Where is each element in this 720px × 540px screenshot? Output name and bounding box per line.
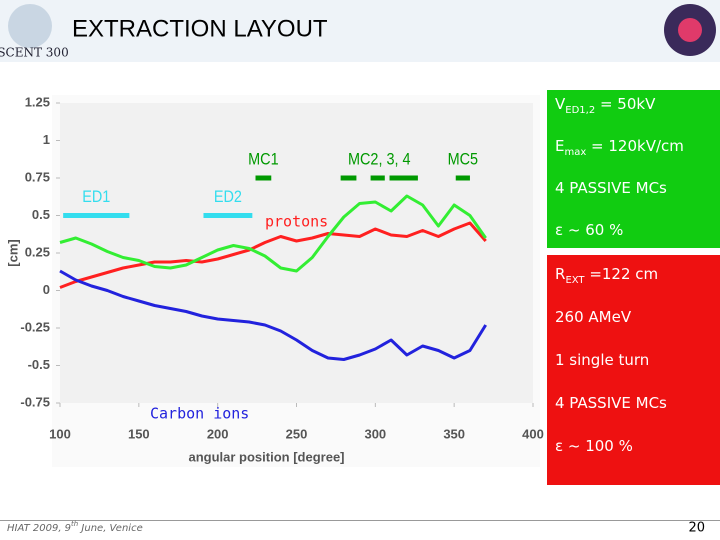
series-line <box>59 221 487 289</box>
y-tick-label: 0.75 <box>25 169 50 184</box>
footer-note-sup: th <box>71 520 78 528</box>
box-line-main: 4 PASSIVE MCs <box>555 394 667 412</box>
plot-area <box>60 103 533 403</box>
header-band <box>0 0 720 62</box>
box-line-main: 1 single turn <box>555 351 649 369</box>
box-line-main: V <box>555 95 566 113</box>
x-tick-label: 350 <box>443 426 465 441</box>
x-tick-label: 150 <box>128 426 150 441</box>
box-line: REXT =122 cm <box>555 265 658 286</box>
element-label: ED1 <box>82 188 110 206</box>
box-line: Emax = 120kV/cm <box>555 137 684 158</box>
series-line <box>59 194 487 273</box>
series-line <box>59 269 487 361</box>
x-tick-label: 400 <box>522 426 544 441</box>
logo-text: SCENT 300 <box>0 46 69 60</box>
info-box-1 <box>547 90 720 248</box>
element-bar <box>63 213 130 218</box>
slide-title: EXTRACTION LAYOUT <box>72 15 328 42</box>
footer-note: HIAT 2009, 9th June, Venice <box>7 520 143 534</box>
x-tick-label: 250 <box>286 426 308 441</box>
box-line: ε ~ 60 % <box>555 221 623 239</box>
box-line-rest: =122 cm <box>585 265 659 283</box>
box-line: ε ~ 100 % <box>555 437 633 455</box>
element-bar <box>255 175 272 181</box>
box-line-main: ε ~ 100 % <box>555 437 633 455</box>
y-tick-label: 1.25 <box>25 94 50 109</box>
footer-note-main: HIAT 2009, 9 <box>7 523 71 534</box>
box-line-main: ε ~ 60 % <box>555 221 623 239</box>
y-tick-label: -0.25 <box>20 319 50 334</box>
y-axis-label: [cm] <box>5 239 20 266</box>
y-tick-label: 1 <box>43 132 50 147</box>
x-tick-label: 300 <box>364 426 386 441</box>
box-line: 4 PASSIVE MCs <box>555 394 667 412</box>
box-line-main: 4 PASSIVE MCs <box>555 179 667 197</box>
footer-note-rest: June, Venice <box>78 523 143 534</box>
box-line-rest: = 50kV <box>595 95 656 113</box>
element-bar <box>370 175 385 181</box>
series-label: Carbon ions <box>150 405 249 423</box>
box-line-main: 260 AMeV <box>555 308 632 326</box>
box-line-sub: EXT <box>565 275 585 286</box>
x-tick-label: 200 <box>207 426 229 441</box>
element-bar <box>389 175 418 181</box>
box-line-main: R <box>555 265 565 283</box>
corner-image-core <box>678 18 702 42</box>
x-axis-label: angular position [degree] <box>188 449 344 464</box>
box-line-rest: = 120kV/cm <box>586 137 684 155</box>
x-tick-label: 100 <box>49 426 71 441</box>
element-label: ED2 <box>214 188 242 206</box>
info-box-2 <box>547 255 720 485</box>
y-tick-label: -0.75 <box>20 394 50 409</box>
box-line-main: E <box>555 137 564 155</box>
logo-emblem <box>8 4 52 48</box>
y-tick-label: -0.5 <box>28 357 50 372</box>
box-line-sub: ED1,2 <box>565 105 595 116</box>
y-tick-label: 0 <box>43 282 50 297</box>
element-label: MC1 <box>248 150 278 168</box>
box-line-sub: max <box>564 147 586 158</box>
footer-rule <box>0 520 720 521</box>
y-tick-label: 0.25 <box>25 244 50 259</box>
box-line: 1 single turn <box>555 351 649 369</box>
page-number: 20 <box>688 521 705 536</box>
element-label: MC2, 3, 4 <box>348 150 411 168</box>
box-line: VED1,2 = 50kV <box>555 95 656 116</box>
y-tick-label: 0.5 <box>32 207 50 222</box>
element-bar <box>455 175 470 181</box>
element-label: MC5 <box>448 150 479 168</box>
box-line: 4 PASSIVE MCs <box>555 179 667 197</box>
box-line: 260 AMeV <box>555 308 632 326</box>
element-bar <box>340 175 357 181</box>
series-label: protons <box>265 213 328 231</box>
element-bar <box>203 213 253 218</box>
